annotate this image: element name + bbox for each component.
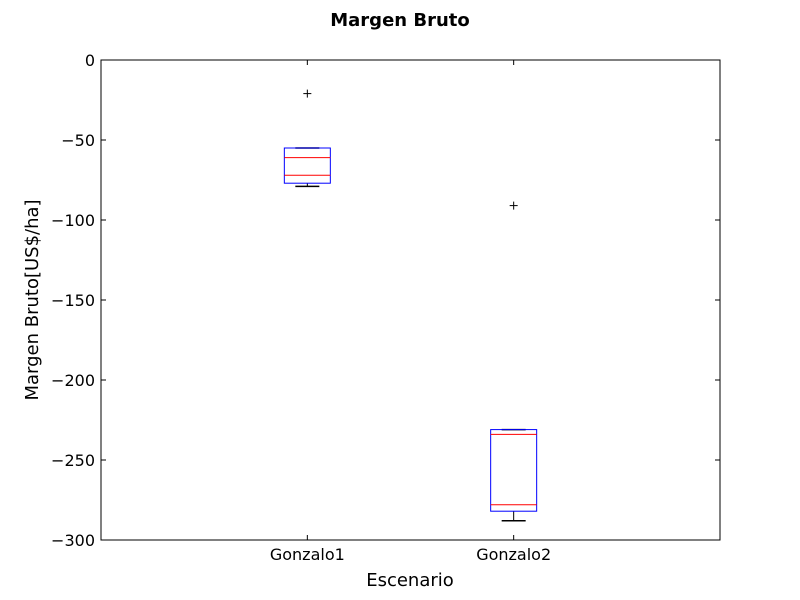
y-tick-label: −150 xyxy=(51,291,95,310)
x-axis-label: Escenario xyxy=(366,570,454,591)
plot-area: 0 −50 −100 −150 −200 −250 −300 Gonzalo1 Gonzalo2 xyxy=(51,51,721,564)
chart-title: Margen Bruto xyxy=(330,10,470,31)
y-tick-label: −50 xyxy=(61,131,95,150)
y-tick-label: 0 xyxy=(85,51,95,70)
plot-frame xyxy=(100,59,721,541)
y-axis-label: Margen Bruto[US$/ha] xyxy=(22,199,43,400)
y-tick-label: −300 xyxy=(51,531,95,550)
outlier-point xyxy=(303,89,312,98)
box-iqr xyxy=(283,147,331,184)
y-tick-label: −100 xyxy=(51,211,95,230)
outlier-point xyxy=(509,201,518,210)
box-iqr xyxy=(490,429,538,512)
x-tick-label: Gonzalo2 xyxy=(476,545,551,564)
x-tick-label: Gonzalo1 xyxy=(270,545,345,564)
y-tick-label: −250 xyxy=(51,451,95,470)
y-tick-label: −200 xyxy=(51,371,95,390)
